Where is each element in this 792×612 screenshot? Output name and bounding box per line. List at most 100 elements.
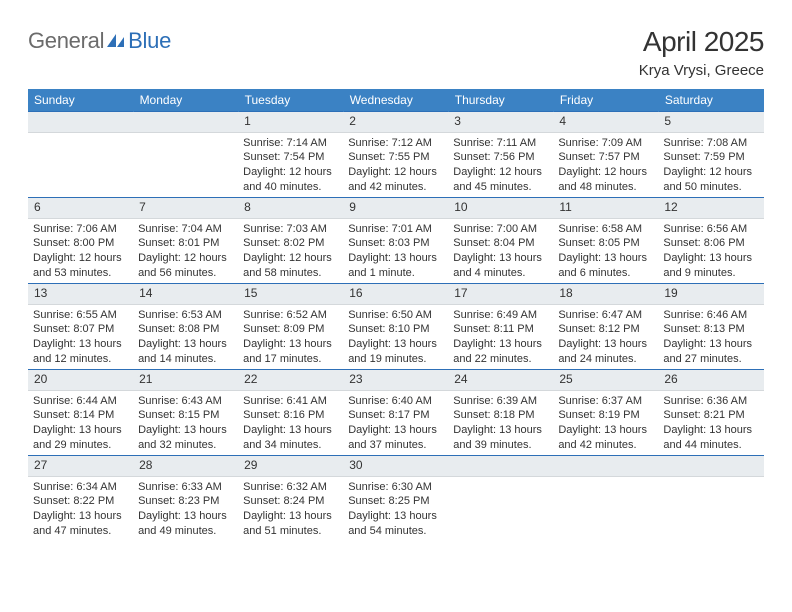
daylight-text: Daylight: 13 hours and 39 minutes. bbox=[453, 423, 548, 453]
sunset-text: Sunset: 8:25 PM bbox=[348, 494, 443, 509]
day-number: 6 bbox=[28, 198, 133, 219]
calendar-cell: 11Sunrise: 6:58 AMSunset: 8:05 PMDayligh… bbox=[553, 198, 658, 284]
day-details: Sunrise: 6:33 AMSunset: 8:23 PMDaylight:… bbox=[133, 477, 238, 541]
sunset-text: Sunset: 8:03 PM bbox=[348, 236, 443, 251]
calendar-cell: 14Sunrise: 6:53 AMSunset: 8:08 PMDayligh… bbox=[133, 284, 238, 370]
day-number: 21 bbox=[133, 370, 238, 391]
sunset-text: Sunset: 7:56 PM bbox=[453, 150, 548, 165]
sunset-text: Sunset: 7:57 PM bbox=[558, 150, 653, 165]
calendar-cell: 2Sunrise: 7:12 AMSunset: 7:55 PMDaylight… bbox=[343, 112, 448, 198]
day-header-sunday: Sunday bbox=[28, 89, 133, 112]
calendar-cell: 7Sunrise: 7:04 AMSunset: 8:01 PMDaylight… bbox=[133, 198, 238, 284]
calendar-cell: 28Sunrise: 6:33 AMSunset: 8:23 PMDayligh… bbox=[133, 456, 238, 542]
daylight-text: Daylight: 12 hours and 58 minutes. bbox=[243, 251, 338, 281]
calendar-cell: 1Sunrise: 7:14 AMSunset: 7:54 PMDaylight… bbox=[238, 112, 343, 198]
day-number: 20 bbox=[28, 370, 133, 391]
sunrise-text: Sunrise: 7:06 AM bbox=[33, 222, 128, 237]
day-details: Sunrise: 6:30 AMSunset: 8:25 PMDaylight:… bbox=[343, 477, 448, 541]
calendar-cell: 8Sunrise: 7:03 AMSunset: 8:02 PMDaylight… bbox=[238, 198, 343, 284]
day-number: 12 bbox=[658, 198, 763, 219]
day-details: Sunrise: 6:53 AMSunset: 8:08 PMDaylight:… bbox=[133, 305, 238, 369]
calendar-week-row: 13Sunrise: 6:55 AMSunset: 8:07 PMDayligh… bbox=[28, 284, 764, 370]
sunset-text: Sunset: 8:07 PM bbox=[33, 322, 128, 337]
calendar-cell: 29Sunrise: 6:32 AMSunset: 8:24 PMDayligh… bbox=[238, 456, 343, 542]
day-details: Sunrise: 7:01 AMSunset: 8:03 PMDaylight:… bbox=[343, 219, 448, 283]
sunset-text: Sunset: 8:23 PM bbox=[138, 494, 233, 509]
daylight-text: Daylight: 12 hours and 53 minutes. bbox=[33, 251, 128, 281]
sunrise-text: Sunrise: 6:49 AM bbox=[453, 308, 548, 323]
calendar-cell: 17Sunrise: 6:49 AMSunset: 8:11 PMDayligh… bbox=[448, 284, 553, 370]
day-number: 2 bbox=[343, 112, 448, 133]
day-number: 22 bbox=[238, 370, 343, 391]
calendar-cell: 27Sunrise: 6:34 AMSunset: 8:22 PMDayligh… bbox=[28, 456, 133, 542]
calendar-cell bbox=[553, 456, 658, 542]
day-details bbox=[133, 133, 238, 138]
daylight-text: Daylight: 13 hours and 1 minute. bbox=[348, 251, 443, 281]
daylight-text: Daylight: 12 hours and 42 minutes. bbox=[348, 165, 443, 195]
header: General Blue April 2025 Krya Vrysi, Gree… bbox=[28, 28, 764, 79]
calendar-cell: 5Sunrise: 7:08 AMSunset: 7:59 PMDaylight… bbox=[658, 112, 763, 198]
daylight-text: Daylight: 13 hours and 54 minutes. bbox=[348, 509, 443, 539]
calendar-cell: 22Sunrise: 6:41 AMSunset: 8:16 PMDayligh… bbox=[238, 370, 343, 456]
sunrise-text: Sunrise: 7:09 AM bbox=[558, 136, 653, 151]
sunset-text: Sunset: 8:10 PM bbox=[348, 322, 443, 337]
daylight-text: Daylight: 13 hours and 4 minutes. bbox=[453, 251, 548, 281]
sunrise-text: Sunrise: 6:40 AM bbox=[348, 394, 443, 409]
calendar-head: SundayMondayTuesdayWednesdayThursdayFrid… bbox=[28, 89, 764, 112]
day-number: 5 bbox=[658, 112, 763, 133]
day-details: Sunrise: 7:08 AMSunset: 7:59 PMDaylight:… bbox=[658, 133, 763, 197]
sunset-text: Sunset: 7:55 PM bbox=[348, 150, 443, 165]
day-number: 17 bbox=[448, 284, 553, 305]
calendar-cell: 9Sunrise: 7:01 AMSunset: 8:03 PMDaylight… bbox=[343, 198, 448, 284]
daylight-text: Daylight: 12 hours and 40 minutes. bbox=[243, 165, 338, 195]
daylight-text: Daylight: 12 hours and 45 minutes. bbox=[453, 165, 548, 195]
day-details: Sunrise: 6:58 AMSunset: 8:05 PMDaylight:… bbox=[553, 219, 658, 283]
sunrise-text: Sunrise: 6:46 AM bbox=[663, 308, 758, 323]
sunset-text: Sunset: 8:19 PM bbox=[558, 408, 653, 423]
day-number bbox=[658, 456, 763, 477]
logo-text-blue: Blue bbox=[128, 28, 171, 54]
daylight-text: Daylight: 13 hours and 19 minutes. bbox=[348, 337, 443, 367]
daylight-text: Daylight: 13 hours and 47 minutes. bbox=[33, 509, 128, 539]
page: General Blue April 2025 Krya Vrysi, Gree… bbox=[0, 0, 792, 542]
day-number: 29 bbox=[238, 456, 343, 477]
calendar-cell: 3Sunrise: 7:11 AMSunset: 7:56 PMDaylight… bbox=[448, 112, 553, 198]
daylight-text: Daylight: 12 hours and 48 minutes. bbox=[558, 165, 653, 195]
day-header-friday: Friday bbox=[553, 89, 658, 112]
day-details: Sunrise: 6:39 AMSunset: 8:18 PMDaylight:… bbox=[448, 391, 553, 455]
sunrise-text: Sunrise: 6:37 AM bbox=[558, 394, 653, 409]
sunset-text: Sunset: 8:06 PM bbox=[663, 236, 758, 251]
daylight-text: Daylight: 13 hours and 44 minutes. bbox=[663, 423, 758, 453]
sunset-text: Sunset: 8:16 PM bbox=[243, 408, 338, 423]
day-details: Sunrise: 6:46 AMSunset: 8:13 PMDaylight:… bbox=[658, 305, 763, 369]
sunset-text: Sunset: 7:59 PM bbox=[663, 150, 758, 165]
daylight-text: Daylight: 13 hours and 9 minutes. bbox=[663, 251, 758, 281]
calendar-cell: 18Sunrise: 6:47 AMSunset: 8:12 PMDayligh… bbox=[553, 284, 658, 370]
day-number: 27 bbox=[28, 456, 133, 477]
sunrise-text: Sunrise: 6:43 AM bbox=[138, 394, 233, 409]
calendar-cell: 24Sunrise: 6:39 AMSunset: 8:18 PMDayligh… bbox=[448, 370, 553, 456]
sunrise-text: Sunrise: 7:11 AM bbox=[453, 136, 548, 151]
day-number: 18 bbox=[553, 284, 658, 305]
day-number bbox=[553, 456, 658, 477]
sunrise-text: Sunrise: 6:56 AM bbox=[663, 222, 758, 237]
sunrise-text: Sunrise: 7:00 AM bbox=[453, 222, 548, 237]
day-header-tuesday: Tuesday bbox=[238, 89, 343, 112]
day-number: 1 bbox=[238, 112, 343, 133]
sunrise-text: Sunrise: 6:50 AM bbox=[348, 308, 443, 323]
day-details: Sunrise: 6:36 AMSunset: 8:21 PMDaylight:… bbox=[658, 391, 763, 455]
sunset-text: Sunset: 8:11 PM bbox=[453, 322, 548, 337]
day-details bbox=[658, 477, 763, 482]
calendar-cell: 13Sunrise: 6:55 AMSunset: 8:07 PMDayligh… bbox=[28, 284, 133, 370]
calendar-cell: 12 Sunrise: 6:56 AMSunset: 8:06 PMDayligh… bbox=[658, 198, 763, 284]
day-details: Sunrise: 7:09 AMSunset: 7:57 PMDaylight:… bbox=[553, 133, 658, 197]
day-details: Sunrise: 6:47 AMSunset: 8:12 PMDaylight:… bbox=[553, 305, 658, 369]
day-details: Sunrise: 7:04 AMSunset: 8:01 PMDaylight:… bbox=[133, 219, 238, 283]
calendar-week-row: 27Sunrise: 6:34 AMSunset: 8:22 PMDayligh… bbox=[28, 456, 764, 542]
day-header-saturday: Saturday bbox=[658, 89, 763, 112]
day-number: 10 bbox=[448, 198, 553, 219]
sunset-text: Sunset: 8:00 PM bbox=[33, 236, 128, 251]
logo-text-general: General bbox=[28, 28, 104, 54]
sunrise-text: Sunrise: 6:55 AM bbox=[33, 308, 128, 323]
sunset-text: Sunset: 8:01 PM bbox=[138, 236, 233, 251]
